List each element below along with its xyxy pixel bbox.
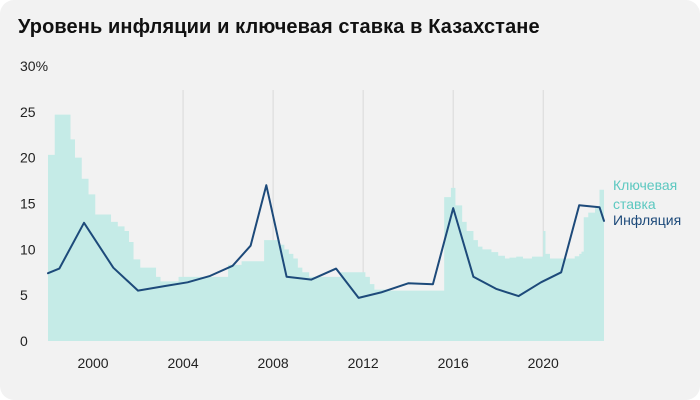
x-tick-label: 2004 <box>167 355 198 371</box>
y-tick-label: 10 <box>20 241 36 257</box>
x-tick-label: 2020 <box>528 355 559 371</box>
inflation-line <box>47 184 605 299</box>
x-tick-label: 2008 <box>258 355 289 371</box>
legend-inflation: Инфляция <box>613 212 681 228</box>
x-tick-label: 2012 <box>348 355 379 371</box>
y-tick-label: 5 <box>20 287 28 303</box>
y-axis-ticks: 0 5 10 15 20 25 30% <box>20 58 48 349</box>
x-tick-label: 2000 <box>77 355 108 371</box>
y-tick-label: 30% <box>20 58 48 74</box>
x-axis-ticks: 2000 2004 2008 2012 2016 2020 <box>77 355 559 371</box>
inflation-line-path <box>47 184 605 299</box>
y-tick-label: 0 <box>20 333 28 349</box>
key-rate-area-fill <box>48 114 604 341</box>
y-tick-label: 25 <box>20 104 36 120</box>
key-rate-area <box>48 114 604 341</box>
legend-key-rate: ставка <box>613 196 656 212</box>
x-tick-label: 2016 <box>438 355 469 371</box>
legend-key-rate: Ключевая <box>613 177 677 193</box>
y-tick-label: 15 <box>20 196 36 212</box>
chart-title: Уровень инфляции и ключевая ставка в Каз… <box>18 16 540 38</box>
y-tick-label: 20 <box>20 150 36 166</box>
